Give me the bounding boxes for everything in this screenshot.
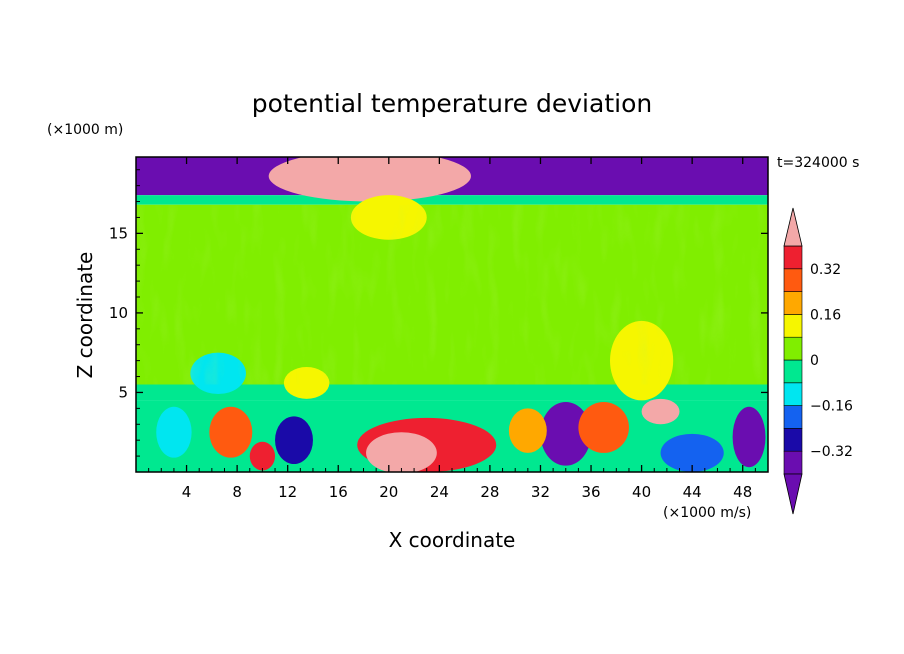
x-tick-label: 40 (632, 483, 651, 501)
y-tick-label: 10 (109, 304, 128, 322)
time-label: t=324000 s (777, 155, 859, 171)
chart-title: potential temperature deviation (252, 89, 652, 118)
y-axis: 5 10 15 (109, 169, 768, 457)
contour-field (136, 157, 768, 472)
x-tick-label: 16 (329, 483, 348, 501)
colorbar-label: 0 (810, 353, 819, 369)
contour-texture (136, 204, 768, 385)
x-tick-label: 44 (683, 483, 702, 501)
x-tick-label: 8 (232, 483, 242, 501)
y-axis-label: Z coordinate (73, 252, 97, 379)
colorbar-extend-min (783, 473, 803, 515)
colorbar-segment (783, 291, 803, 315)
colorbar-segment (783, 245, 803, 270)
colorbar-label: 0.16 (810, 307, 841, 323)
x-tick-label: 20 (379, 483, 398, 501)
colorbar-label: −0.32 (810, 444, 853, 460)
y-tick-label: 15 (109, 224, 128, 242)
colorbar-segment (783, 382, 803, 406)
colorbar: 0.32 0.16 0 −0.16 −0.32 (783, 207, 853, 515)
contour-blob-15 (578, 402, 629, 453)
colorbar-extend-max (783, 207, 803, 247)
contour-blob-12 (209, 406, 253, 458)
contour-blob-14 (540, 402, 592, 466)
x-axis-label: X coordinate (389, 528, 516, 552)
x-tick-label: 4 (182, 483, 192, 501)
colorbar-segment (783, 314, 803, 338)
y-unit-label: (×1000 m) (47, 122, 123, 138)
x-tick-label: 12 (278, 483, 297, 501)
colorbar-segment (783, 428, 803, 452)
colorbar-segment (783, 359, 803, 384)
x-tick-label: 24 (430, 483, 449, 501)
contour-blob-11 (366, 432, 437, 472)
x-tick-label: 32 (531, 483, 550, 501)
contour-blob-17 (641, 398, 680, 425)
contour-blob-18 (732, 406, 766, 468)
contour-blob-20 (156, 406, 192, 458)
colorbar-segment (783, 336, 803, 361)
colorbar-segment (783, 268, 803, 292)
y-tick-label: 5 (118, 383, 128, 401)
contour-blob-5 (268, 157, 471, 202)
contour-blob-19 (275, 416, 313, 465)
contour-band-1 (136, 195, 768, 205)
contour-blob-21 (660, 433, 724, 472)
colorbar-segment (783, 450, 803, 475)
contour-blob-13 (249, 441, 276, 471)
x-tick-label: 48 (733, 483, 752, 501)
x-axis: 4 8 12 16 20 24 28 32 36 40 44 48 (148, 157, 756, 501)
colorbar-segment (783, 405, 803, 429)
contour-blob-16 (508, 408, 547, 453)
x-unit-label: (×1000 m/s) (663, 505, 751, 521)
colorbar-label: −0.16 (810, 399, 853, 415)
x-tick-label: 28 (480, 483, 499, 501)
x-tick-label: 36 (581, 483, 600, 501)
colorbar-label: 0.32 (810, 262, 841, 278)
